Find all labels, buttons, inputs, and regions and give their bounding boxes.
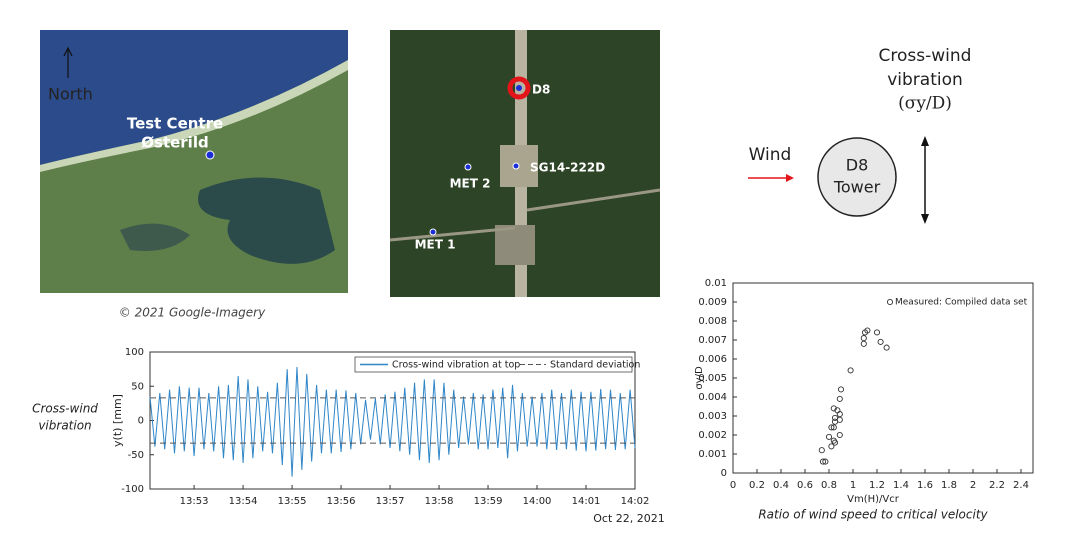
x-tick-label: 13:59 [474, 496, 503, 507]
y-tick-label: 100 [125, 347, 144, 358]
scatter-point [877, 338, 884, 345]
scatter-point [836, 395, 843, 402]
y-tick-label: 0.004 [698, 392, 727, 403]
tower-label: Tower [833, 178, 881, 197]
region-map [40, 30, 348, 293]
x-tick-label: 1 [850, 480, 856, 491]
y-tick-label: -100 [121, 484, 144, 495]
scatter-point [860, 340, 867, 347]
vibration-arrowheads [921, 136, 929, 224]
vibration-label: Cross-wind [879, 46, 972, 66]
x-tick-label: 13:53 [180, 496, 209, 507]
y-tick-label: -50 [128, 450, 144, 461]
x-tick-label: 13:56 [327, 496, 356, 507]
y-tick-label: 0 [721, 468, 727, 479]
series-line [149, 367, 636, 477]
x-tick-label: 0.4 [773, 480, 789, 491]
formula: (σy/D) [898, 94, 952, 114]
scatter-point [830, 405, 837, 412]
x-axis-label: Vm(H)/Vcr [847, 494, 900, 505]
x-tick-label: 13:57 [376, 496, 405, 507]
scatter-point [873, 329, 881, 336]
site-map [389, 30, 661, 297]
scatter-point [860, 335, 867, 342]
y-tick-label: 0.007 [698, 335, 727, 346]
scatter-point [836, 411, 843, 418]
y-tick-label: 0.01 [705, 278, 727, 289]
x-tick-label: 13:54 [229, 496, 258, 507]
tower-label: D8 [846, 156, 869, 175]
y-tick-label: 0.003 [698, 411, 727, 422]
legend-marker [886, 298, 894, 306]
x-tick-label: 13:58 [425, 496, 454, 507]
y-tick-label: 50 [131, 381, 144, 392]
y-tick-label: 0.008 [698, 316, 727, 327]
scatter-point [825, 433, 833, 440]
x-tick-label: 13:55 [278, 496, 307, 507]
x-tick-label: 1.4 [893, 480, 909, 491]
wind-label: Wind [749, 145, 792, 165]
wind-arrowhead [786, 174, 794, 182]
point-label: D8 [532, 83, 550, 97]
y-tick-label: 0.005 [698, 373, 727, 384]
legend-label: Cross-wind vibration at top [392, 360, 520, 371]
tower-circle [817, 137, 897, 217]
x-tick-label: 1.2 [869, 480, 885, 491]
scatter-point [819, 458, 827, 465]
scatter-point [830, 437, 837, 444]
scatter-point [828, 443, 835, 450]
scatter-point [837, 386, 845, 393]
x-tick-label: 14:02 [621, 496, 650, 507]
y-tick-label: 0 [138, 416, 144, 427]
chart-caption: Ratio of wind speed to critical velocity [758, 508, 988, 522]
scatter-point [818, 447, 825, 454]
scatter-point [836, 431, 843, 439]
north-label: North [48, 85, 93, 104]
x-tick-label: 2.4 [1013, 480, 1029, 491]
date-label: Oct 22, 2021 [593, 512, 665, 525]
y-axis-label: σy/D [694, 366, 705, 390]
point-label: SG14-222D [530, 161, 605, 175]
legend-label: Standard deviation [550, 360, 640, 371]
scatter-point [831, 418, 839, 425]
legend-box [354, 356, 633, 373]
x-tick-label: 14:01 [572, 496, 601, 507]
x-tick-label: 0.8 [821, 480, 837, 491]
x-tick-label: 0.2 [749, 480, 765, 491]
point-label: MET 1 [415, 238, 456, 252]
scatter-point [883, 344, 890, 351]
scatter-point [847, 367, 854, 374]
y-tick-label: 0.009 [698, 297, 727, 308]
x-tick-label: 14:00 [523, 496, 552, 507]
y-axis-label: y(t) [mm] [111, 394, 124, 447]
x-tick-label: 0 [730, 480, 736, 491]
side-caption: vibration [38, 419, 91, 433]
y-tick-label: 0.002 [698, 430, 727, 441]
scatter-point [830, 424, 837, 431]
x-tick-label: 1.6 [917, 480, 933, 491]
scatter-point [861, 329, 869, 336]
plot-area [732, 282, 1034, 474]
scatter-point [828, 424, 835, 431]
side-caption: Cross-wind [32, 402, 98, 416]
site-label: Test Centre [127, 115, 223, 133]
x-tick-label: 0.6 [797, 480, 813, 491]
point-label: MET 2 [450, 177, 491, 191]
copyright: © 2021 Google-Imagery [119, 306, 266, 320]
legend-label: Measured: Compiled data set [895, 298, 1028, 308]
x-tick-label: 1.8 [941, 480, 957, 491]
vibration-label: vibration [887, 70, 963, 90]
y-tick-label: 0.001 [698, 449, 727, 460]
scatter-point [822, 458, 829, 465]
x-tick-label: 2 [970, 480, 976, 491]
x-tick-label: 2.2 [989, 480, 1005, 491]
y-tick-label: 0.006 [698, 354, 727, 365]
site-label: Østerild [141, 134, 208, 152]
